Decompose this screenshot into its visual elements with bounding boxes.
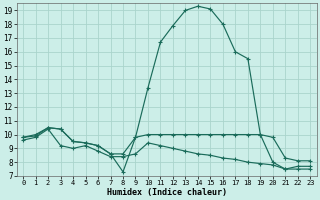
X-axis label: Humidex (Indice chaleur): Humidex (Indice chaleur) <box>107 188 227 197</box>
